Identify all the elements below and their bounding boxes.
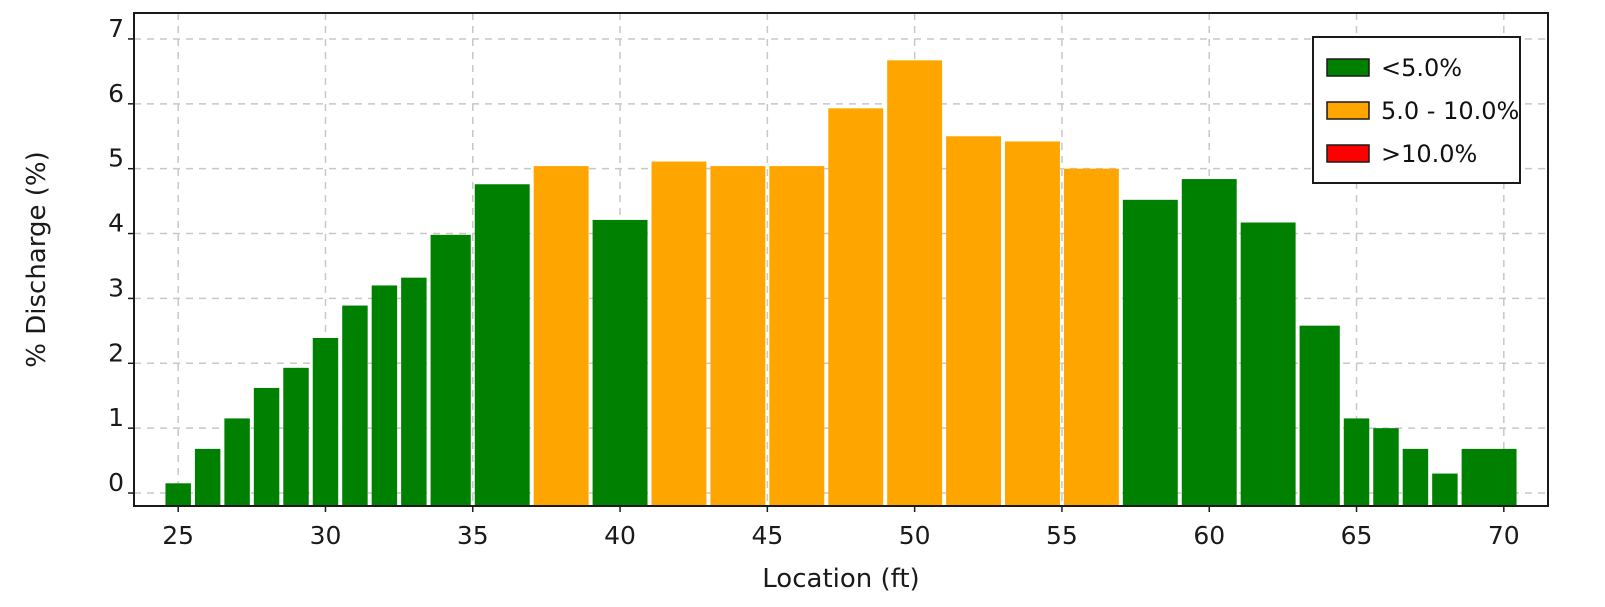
bar-14 (710, 166, 766, 506)
legend-label: 5.0 - 10.0% (1381, 97, 1519, 125)
bar-29 (1461, 448, 1517, 506)
bars (165, 60, 1517, 507)
bar-17 (887, 60, 943, 507)
bar-19 (1005, 141, 1060, 507)
bar-22 (1181, 179, 1237, 506)
y-tick-label: 3 (108, 273, 124, 302)
bar-11 (533, 166, 589, 506)
y-tick-label: 1 (108, 403, 124, 432)
x-tick-label: 65 (1341, 521, 1373, 550)
y-tick-label: 7 (108, 14, 124, 43)
bar-7 (371, 285, 398, 506)
bar-9 (430, 234, 471, 506)
x-tick-label: 55 (1046, 521, 1078, 550)
bar-6 (342, 305, 368, 506)
x-tick-label: 40 (604, 521, 636, 550)
bar-12 (592, 219, 648, 506)
x-tick-label: 35 (457, 521, 489, 550)
bar-5 (312, 337, 339, 506)
x-tick-label: 70 (1488, 521, 1520, 550)
bar-27 (1402, 448, 1429, 506)
legend-label: <5.0% (1381, 54, 1462, 82)
legend-label: >10.0% (1381, 140, 1477, 168)
bar-21 (1122, 199, 1178, 507)
bar-16 (828, 108, 884, 507)
y-tick-label: 2 (108, 338, 124, 367)
x-tick-label: 60 (1193, 521, 1225, 550)
bar-20 (1063, 168, 1119, 506)
bar-10 (474, 184, 530, 506)
bar-18 (946, 136, 1002, 506)
bar-1 (194, 448, 221, 506)
y-axis-title: % Discharge (%) (22, 151, 52, 367)
legend: <5.0% 5.0 - 10.0% >10.0% (1312, 36, 1521, 184)
y-tick-label: 5 (108, 144, 124, 173)
bar-2 (224, 418, 250, 506)
bar-25 (1343, 418, 1370, 506)
x-axis-title: Location (ft) (762, 564, 919, 594)
bar-15 (769, 166, 825, 506)
bar-24 (1299, 325, 1340, 506)
y-tick-label: 0 (108, 468, 124, 497)
x-tick-labels: 25 30 35 40 45 50 55 60 65 70 (162, 506, 1520, 550)
y-tick-label: 6 (108, 79, 124, 108)
bar-28 (1432, 473, 1458, 506)
x-tick-label: 50 (899, 521, 931, 550)
bar-0 (165, 483, 191, 506)
bar-8 (401, 277, 427, 506)
bar-23 (1240, 222, 1296, 506)
y-tick-label: 4 (108, 209, 124, 238)
bar-26 (1373, 428, 1399, 506)
x-tick-label: 25 (162, 521, 194, 550)
legend-swatch (1326, 144, 1370, 163)
plot-frame (133, 12, 1549, 507)
x-tick-label: 30 (310, 521, 342, 550)
legend-swatch (1326, 58, 1370, 77)
bar-13 (651, 161, 707, 506)
legend-swatch (1326, 101, 1370, 120)
x-tick-label: 45 (751, 521, 783, 550)
y-tick-labels: 0 1 2 3 4 5 6 7 (108, 14, 134, 497)
bar-4 (283, 367, 309, 506)
bar-3 (253, 387, 280, 506)
